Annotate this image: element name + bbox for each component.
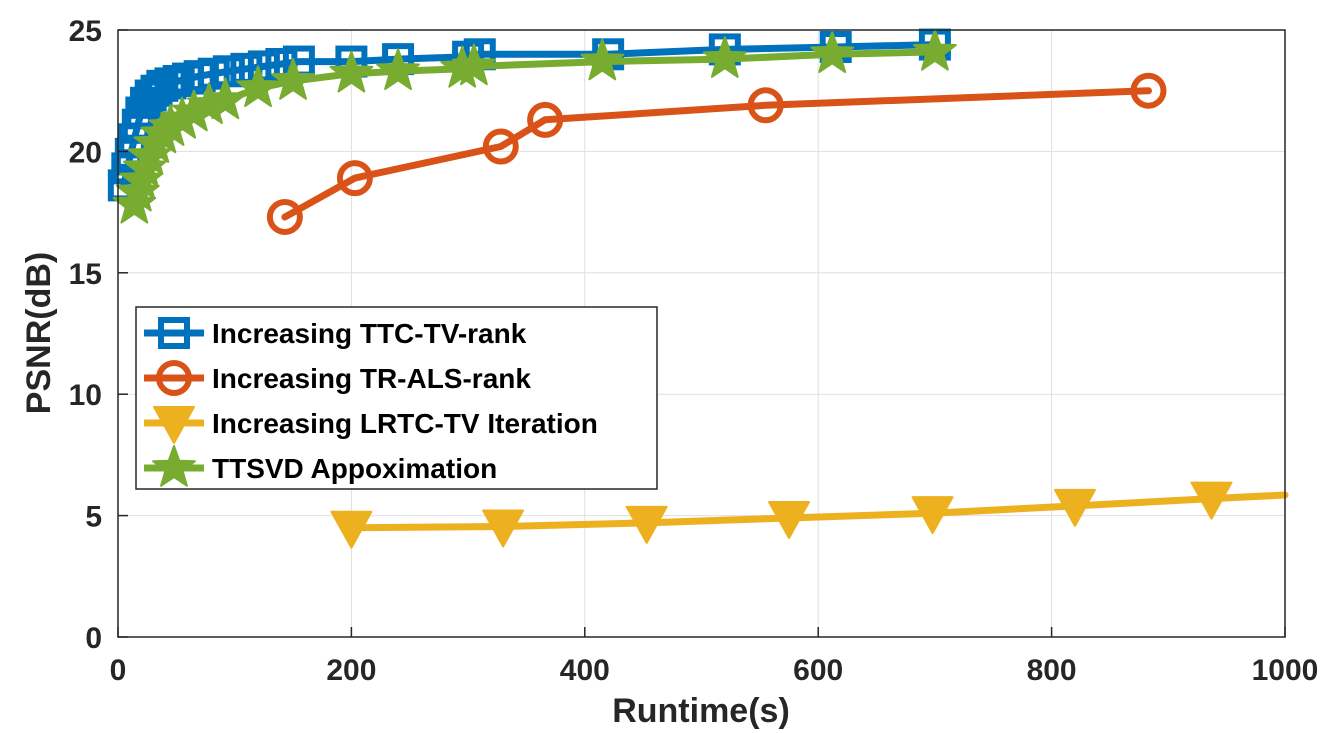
data-point (271, 57, 315, 100)
legend-marker (152, 445, 196, 487)
data-point (768, 501, 811, 540)
y-axis-title: PSNR(dB) (20, 252, 58, 414)
data-point (580, 38, 625, 81)
data-point (482, 509, 525, 548)
tick-labels: 0 200 400 600 800 1000 0 5 10 15 20 25 (69, 15, 1319, 687)
data-point (1190, 481, 1233, 520)
data-point (810, 31, 855, 74)
data-point (452, 43, 496, 86)
legend-label: Increasing LRTC-TV Iteration (212, 408, 598, 439)
legend-marker (153, 406, 195, 444)
data-point (482, 128, 519, 165)
legend-item: Increasing TTC-TV-rank (144, 317, 527, 349)
x-tick-label: 200 (326, 654, 376, 687)
series-2 (330, 481, 1289, 549)
series-line (347, 491, 1289, 532)
series-3 (112, 28, 957, 224)
data-point (912, 28, 957, 71)
y-tick-label: 20 (69, 136, 102, 169)
y-tick-label: 0 (85, 622, 102, 655)
data-point (1053, 488, 1096, 527)
data-point (329, 50, 374, 93)
data-point (247, 50, 280, 83)
legend-marker (156, 360, 192, 396)
data-point (203, 77, 248, 120)
legend-label: TTSVD Appoximation (212, 453, 497, 484)
x-axis-title: Runtime(s) (612, 692, 790, 730)
legend-item: Increasing LRTC-TV Iteration (144, 406, 598, 444)
legend-item: Increasing TR-ALS-rank (144, 360, 531, 396)
data-point (911, 496, 954, 535)
x-tick-label: 1000 (1252, 654, 1319, 687)
x-tick-label: 800 (1027, 654, 1077, 687)
legend-label: Increasing TTC-TV-rank (212, 318, 527, 349)
data-point (236, 65, 280, 108)
legend: Increasing TTC-TV-rank Increasing TR-ALS-… (135, 306, 658, 490)
series-layer (107, 28, 1289, 549)
y-tick-label: 5 (85, 501, 102, 534)
data-point (527, 101, 564, 138)
data-point (625, 505, 668, 544)
data-point (376, 48, 420, 91)
data-point (336, 160, 373, 197)
legend-item: TTSVD Appoximation (144, 445, 497, 487)
data-point (212, 55, 245, 88)
x-tick-label: 0 (110, 654, 127, 687)
y-tick-label: 25 (69, 15, 102, 48)
legend-marker (158, 317, 190, 349)
data-point (702, 36, 747, 78)
x-tick-label: 600 (793, 654, 843, 687)
data-point (747, 87, 784, 124)
y-tick-label: 15 (69, 258, 102, 291)
legend-label: Increasing TR-ALS-rank (212, 363, 531, 394)
plot-frame (117, 29, 1286, 638)
x-tick-label: 400 (560, 654, 610, 687)
y-tick-label: 10 (69, 379, 102, 412)
legend-box (135, 306, 658, 490)
series-1 (266, 72, 1167, 235)
data-point (1130, 72, 1167, 109)
data-point (330, 510, 373, 549)
data-point (266, 198, 303, 235)
